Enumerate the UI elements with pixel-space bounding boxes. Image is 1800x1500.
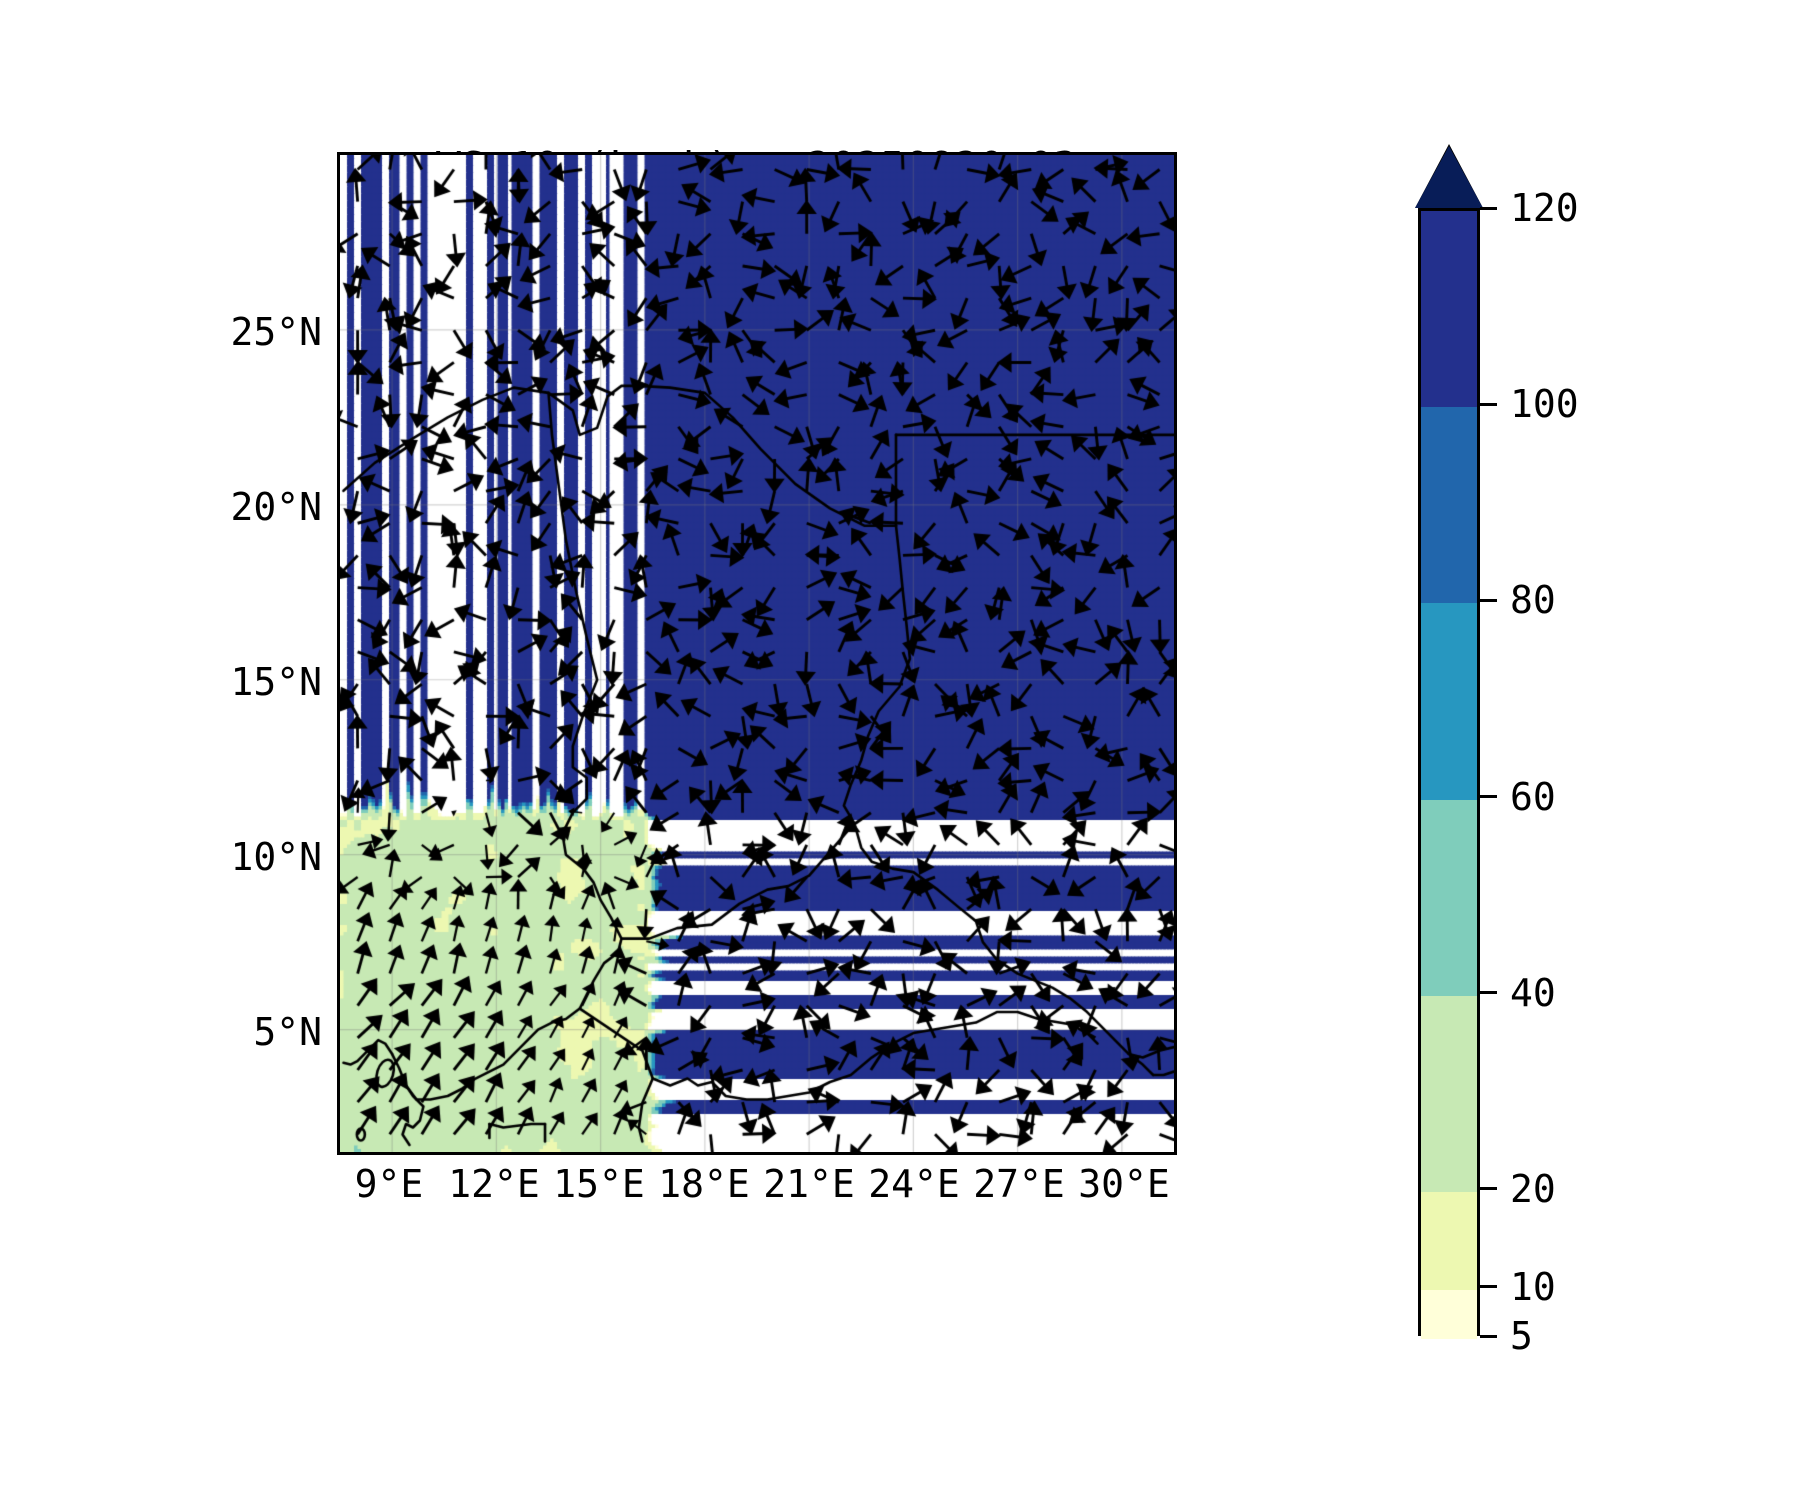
colorbar-band-80-100 [1421,407,1477,604]
colorbar-label-20: 20 [1510,1166,1556,1211]
ytick-label-20N: 20°N [230,485,322,529]
map-plot-area[interactable] [337,152,1177,1155]
colorbar-extend-arrow [1415,146,1483,208]
colorbar-band-40-60 [1421,799,1477,996]
xtick-label-27E: 27°E [973,1162,1065,1206]
colorbar-ticks: 5 10 20 40 60 80 100 120 [1480,186,1620,1358]
xtick-label-30E: 30°E [1078,1162,1170,1206]
colorbar-body [1418,208,1480,1339]
xtick-label-15E: 15°E [553,1162,645,1206]
xtick-label-24E: 24°E [868,1162,960,1206]
xtick-label-12E: 12°E [448,1162,540,1206]
colorbar-label-100: 100 [1510,382,1579,427]
ytick-label-5N: 5°N [253,1010,322,1054]
xtick-label-21E: 21°E [763,1162,855,1206]
colorbar-band-20-40 [1421,995,1477,1192]
ytick-label-15N: 15°N [230,660,322,704]
colorbar[interactable]: 5 10 20 40 60 80 100 120 [1415,144,1579,1358]
colorbar-band-10-20 [1421,1191,1477,1290]
xtick-label-9E: 9°E [354,1162,424,1206]
colorbar-label-60: 60 [1510,774,1556,819]
colorbar-band-60-80 [1421,603,1477,800]
latitude-axis: 25°N 20°N 15°N 10°N 5°N [0,152,322,1155]
colorbar-label-80: 80 [1510,578,1556,623]
xtick-label-18E: 18°E [658,1162,750,1206]
colorbar-label-120: 120 [1510,186,1579,230]
colorbar-tick-5 [1480,1334,1497,1338]
colorbar-band-100-120 [1421,211,1477,408]
colorbar-tick-20 [1480,1187,1497,1191]
wind-speed-map [340,155,1174,1152]
colorbar-tick-120 [1480,206,1497,210]
colorbar-tick-100 [1480,402,1497,406]
ytick-label-10N: 10°N [230,835,322,879]
colorbar-tick-40 [1480,991,1497,995]
colorbar-label-5: 5 [1510,1314,1533,1358]
colorbar-tick-10 [1480,1285,1497,1289]
colorbar-tick-80 [1480,598,1497,602]
colorbar-label-40: 40 [1510,970,1556,1015]
ytick-label-25N: 25°N [230,310,322,354]
colorbar-label-10: 10 [1510,1264,1556,1309]
colorbar-tick-60 [1480,795,1497,799]
longitude-axis: 9°E 12°E 15°E 18°E 21°E 24°E 27°E 30°E [337,1162,1177,1222]
colorbar-band-5-10 [1421,1289,1477,1339]
